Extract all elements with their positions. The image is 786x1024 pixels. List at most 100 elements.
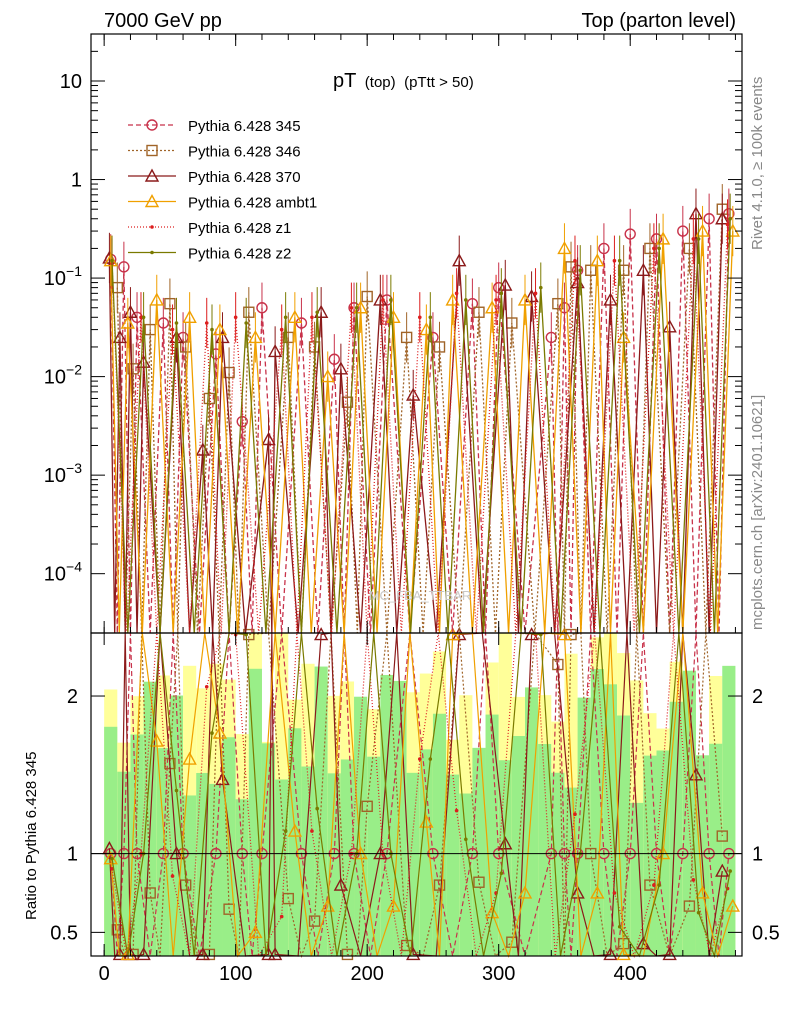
data-point xyxy=(484,300,500,314)
band-green xyxy=(235,799,249,956)
band-green xyxy=(340,759,355,956)
legend-label: Pythia 6.428 z1 xyxy=(188,220,291,237)
data-point xyxy=(244,321,248,325)
data-point xyxy=(400,331,413,344)
data-point xyxy=(386,898,401,912)
data-point xyxy=(492,281,505,294)
band-green xyxy=(538,744,552,956)
data-point xyxy=(361,290,373,303)
data-point xyxy=(328,353,341,365)
ratio-y-tick-label-left: 0.5 xyxy=(50,922,78,944)
data-point xyxy=(195,442,210,456)
data-point xyxy=(417,757,422,761)
ratio-y-tick-label-left: 2 xyxy=(67,686,78,708)
data-point xyxy=(612,258,617,263)
band-green xyxy=(446,774,460,956)
data-point xyxy=(578,268,583,273)
ratio-line xyxy=(111,632,729,959)
band-green xyxy=(156,748,170,956)
data-point xyxy=(212,322,228,336)
data-point xyxy=(149,292,164,306)
legend-label: Pythia 6.428 ambt1 xyxy=(188,195,317,212)
data-point xyxy=(715,211,730,225)
data-point xyxy=(203,392,216,405)
rivet-label: Rivet 4.1.0, ≥ 100k events xyxy=(749,77,766,250)
data-point xyxy=(139,315,143,320)
data-point xyxy=(494,298,498,302)
data-point xyxy=(127,363,139,375)
band-green xyxy=(419,749,433,956)
data-point xyxy=(195,946,210,961)
legend-label: Pythia 6.428 345 xyxy=(188,118,301,135)
data-point xyxy=(454,291,459,296)
data-point xyxy=(655,231,671,245)
data-point xyxy=(248,924,263,939)
data-point xyxy=(120,315,136,329)
band-green xyxy=(261,743,276,956)
band-green xyxy=(617,715,631,956)
data-point xyxy=(381,298,385,302)
header-right: Top (parton level) xyxy=(581,10,736,32)
band-green xyxy=(183,795,197,956)
watermark-text: MC_FBA_TTBAR xyxy=(369,588,472,603)
data-point xyxy=(310,315,314,320)
data-point xyxy=(695,223,710,237)
plot-title: pT (top) (pTtt > 50) xyxy=(333,70,474,92)
band-green xyxy=(722,665,736,956)
band-green xyxy=(630,802,644,956)
data-point xyxy=(573,812,577,816)
data-point xyxy=(695,885,710,899)
data-point xyxy=(144,194,160,208)
data-point xyxy=(696,237,701,241)
plot-title-sub1: (top) xyxy=(365,74,396,91)
data-point xyxy=(204,321,209,325)
data-point xyxy=(136,946,151,961)
data-point xyxy=(585,264,597,276)
data-point xyxy=(545,331,558,344)
band-green xyxy=(380,674,394,956)
data-point xyxy=(150,250,154,255)
plot-title-sub2: (pTtt > 50) xyxy=(404,74,474,91)
data-point xyxy=(715,863,730,877)
data-point xyxy=(146,119,158,131)
data-point xyxy=(170,327,175,332)
y-tick-label: 10−2 xyxy=(44,362,82,389)
data-point xyxy=(141,315,146,320)
data-point xyxy=(524,289,539,303)
data-point xyxy=(110,258,114,263)
data-point xyxy=(603,292,618,306)
data-point xyxy=(517,885,533,899)
legend: Pythia 6.428 345 Pythia 6.428 346 Pythia 6… xyxy=(128,118,317,263)
data-point xyxy=(233,315,238,320)
band-green xyxy=(590,668,604,956)
data-point xyxy=(354,305,359,310)
data-point xyxy=(144,168,160,182)
data-point xyxy=(573,258,577,263)
data-point xyxy=(428,315,433,320)
data-point xyxy=(725,898,740,912)
data-point xyxy=(236,415,248,428)
data-point xyxy=(341,396,354,408)
data-point xyxy=(473,876,485,888)
data-point xyxy=(590,253,605,267)
x-tick-label: 400 xyxy=(614,963,647,985)
y-tick-label: 10 xyxy=(60,71,82,93)
data-point xyxy=(677,225,689,237)
ratio-ylabel: Ratio to Pythia 6.428 345 xyxy=(23,752,40,920)
data-point xyxy=(517,292,533,306)
data-point xyxy=(624,228,636,240)
legend-label: Pythia 6.428 370 xyxy=(188,169,301,186)
data-point xyxy=(662,319,677,333)
x-tick-label: 200 xyxy=(350,963,383,985)
band-green xyxy=(196,772,210,956)
data-point xyxy=(552,297,564,310)
data-point xyxy=(248,329,263,344)
data-point xyxy=(652,883,656,887)
data-point xyxy=(215,771,230,786)
data-point xyxy=(452,253,467,267)
band-green xyxy=(432,713,447,956)
legend-label: Pythia 6.428 z2 xyxy=(188,246,291,263)
data-point xyxy=(662,946,677,961)
data-point xyxy=(267,343,283,358)
